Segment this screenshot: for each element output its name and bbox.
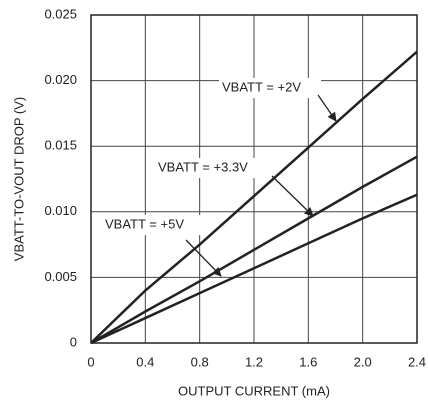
label-arrow (271, 175, 314, 217)
series-label: VBATT = +3.3V (158, 159, 248, 174)
label-arrow (185, 239, 222, 277)
label-bg (155, 158, 257, 178)
series-line (90, 193, 418, 345)
series-line (90, 155, 418, 345)
x-tick-label: 1.6 (299, 354, 317, 369)
x-axis-label: OUTPUT CURRENT (mA) (178, 383, 330, 398)
y-tick-label: 0 (70, 334, 77, 349)
y-tick-label: 0.005 (44, 269, 77, 284)
y-axis-label: VBATT-TO-VOUT DROP (V) (11, 97, 26, 261)
x-tick-label: 1.2 (245, 354, 263, 369)
series-label: VBATT = +2V (222, 79, 301, 94)
label-bg (102, 215, 204, 235)
series-line (90, 50, 418, 344)
x-tick-label: 0 (87, 354, 94, 369)
y-tick-label: 0.015 (44, 138, 77, 153)
y-tick-label: 0.020 (44, 72, 77, 87)
x-tick-label: 0.8 (191, 354, 209, 369)
label-bg (219, 78, 321, 98)
label-arrow (317, 94, 337, 122)
series-label: VBATT = +5V (105, 216, 184, 231)
x-tick-label: 2.0 (354, 354, 372, 369)
y-tick-label: 0.010 (44, 203, 77, 218)
x-tick-label: 0.4 (136, 354, 154, 369)
y-tick-label: 0.025 (44, 6, 77, 21)
x-tick-label: 2.4 (408, 354, 426, 369)
plot-frame (90, 14, 418, 344)
